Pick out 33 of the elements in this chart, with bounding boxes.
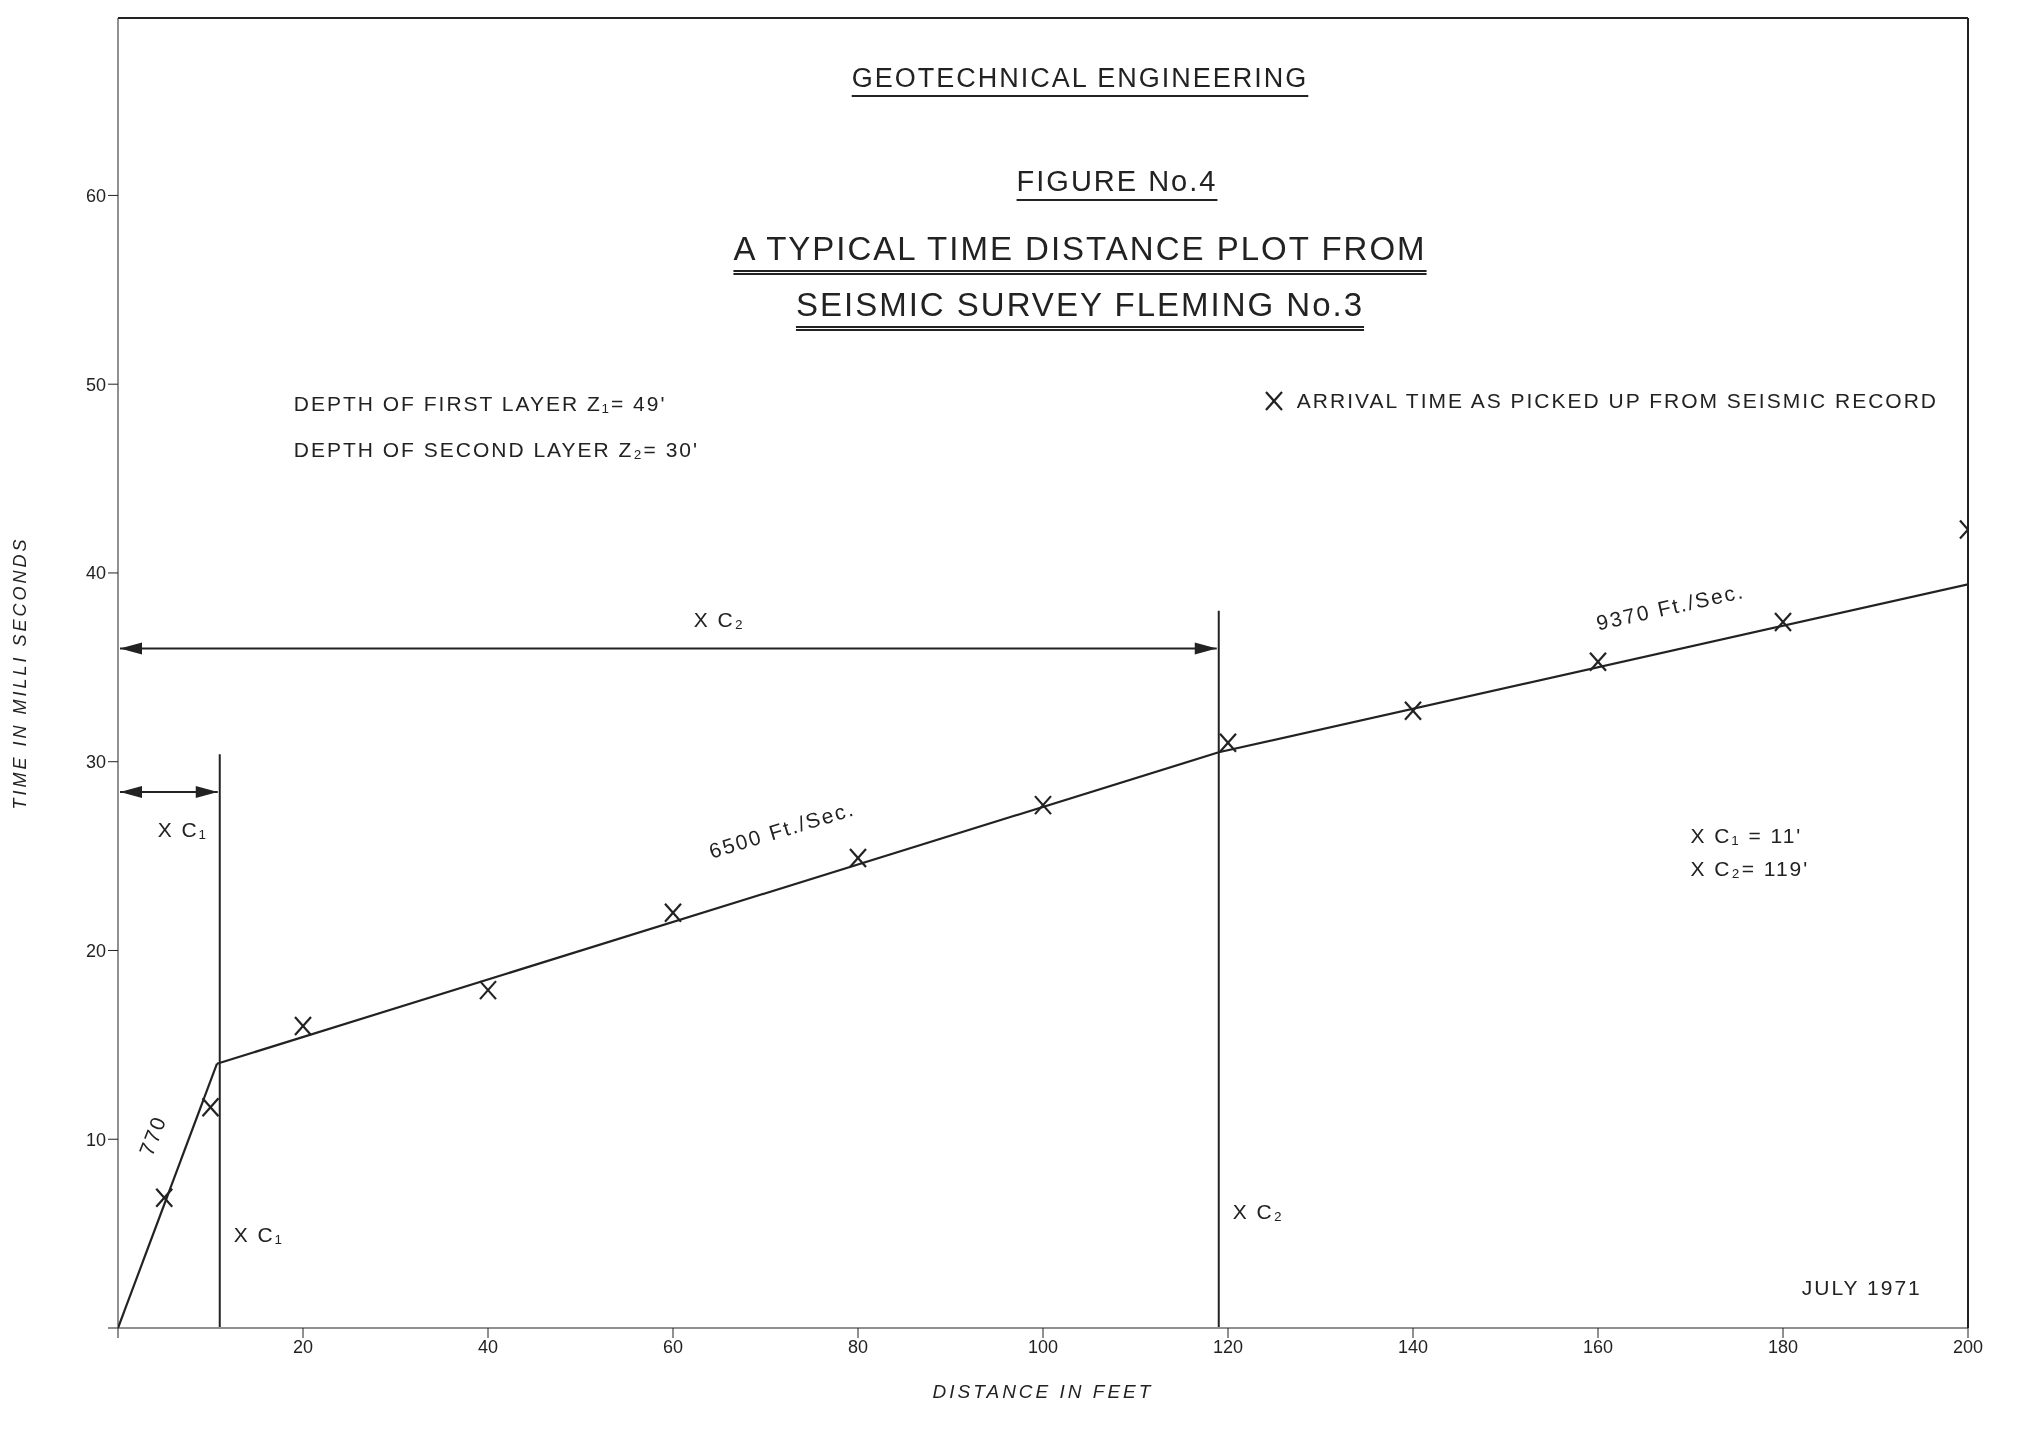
y-tick-label: 30 [85, 752, 106, 773]
x-tick-label: 120 [1212, 1336, 1244, 1357]
annotation: DEPTH OF SECOND LAYER Z₂= 30' [293, 437, 700, 461]
x-tick-label: 40 [477, 1336, 499, 1357]
y-tick-label: 60 [85, 185, 106, 206]
text: FIGURE No.4 [1015, 163, 1219, 199]
annotation: GEOTECHNICAL ENGINEERING [850, 62, 1310, 96]
x-tick-label: 160 [1582, 1336, 1614, 1357]
annotation: X C₁ = 11' [1690, 824, 1803, 848]
x-tick-label: 180 [1767, 1336, 1799, 1357]
annotation: 6500 Ft./Sec. [706, 796, 858, 863]
ref-line-label: X C₂ [1232, 1200, 1284, 1224]
x-tick-label: 200 [1952, 1336, 1984, 1357]
annotation: X C₁ [157, 817, 208, 841]
annotation: X C₂ [693, 608, 745, 632]
annotation: JULY 1971 [1801, 1276, 1922, 1300]
annotation: DEPTH OF FIRST LAYER Z₁= 49' [293, 392, 667, 415]
x-tick-label: 140 [1397, 1336, 1429, 1357]
y-tick-label: 40 [85, 563, 106, 584]
x-tick-label: 60 [662, 1336, 684, 1357]
annotation: 770 [134, 1112, 171, 1159]
legend-label: ARRIVAL TIME AS PICKED UP FROM SEISMIC RECORD [1296, 388, 1938, 413]
y-tick-label: 20 [85, 940, 106, 961]
y-tick-label: 10 [85, 1129, 106, 1150]
y-axis-title: TIME IN MILLI SECONDS [10, 536, 30, 810]
x-tick-label: 80 [847, 1336, 869, 1357]
y-tick-label: 50 [85, 374, 106, 395]
x-tick-label: 20 [292, 1336, 314, 1357]
x-tick-label: 100 [1027, 1336, 1059, 1357]
ref-line-label: X C₁ [233, 1223, 284, 1247]
x-axis-title: DISTANCE IN FEET [932, 1381, 1154, 1402]
annotation: 9370 Ft./Sec. [1594, 579, 1747, 635]
annotation: X C₂= 119' [1690, 857, 1810, 881]
